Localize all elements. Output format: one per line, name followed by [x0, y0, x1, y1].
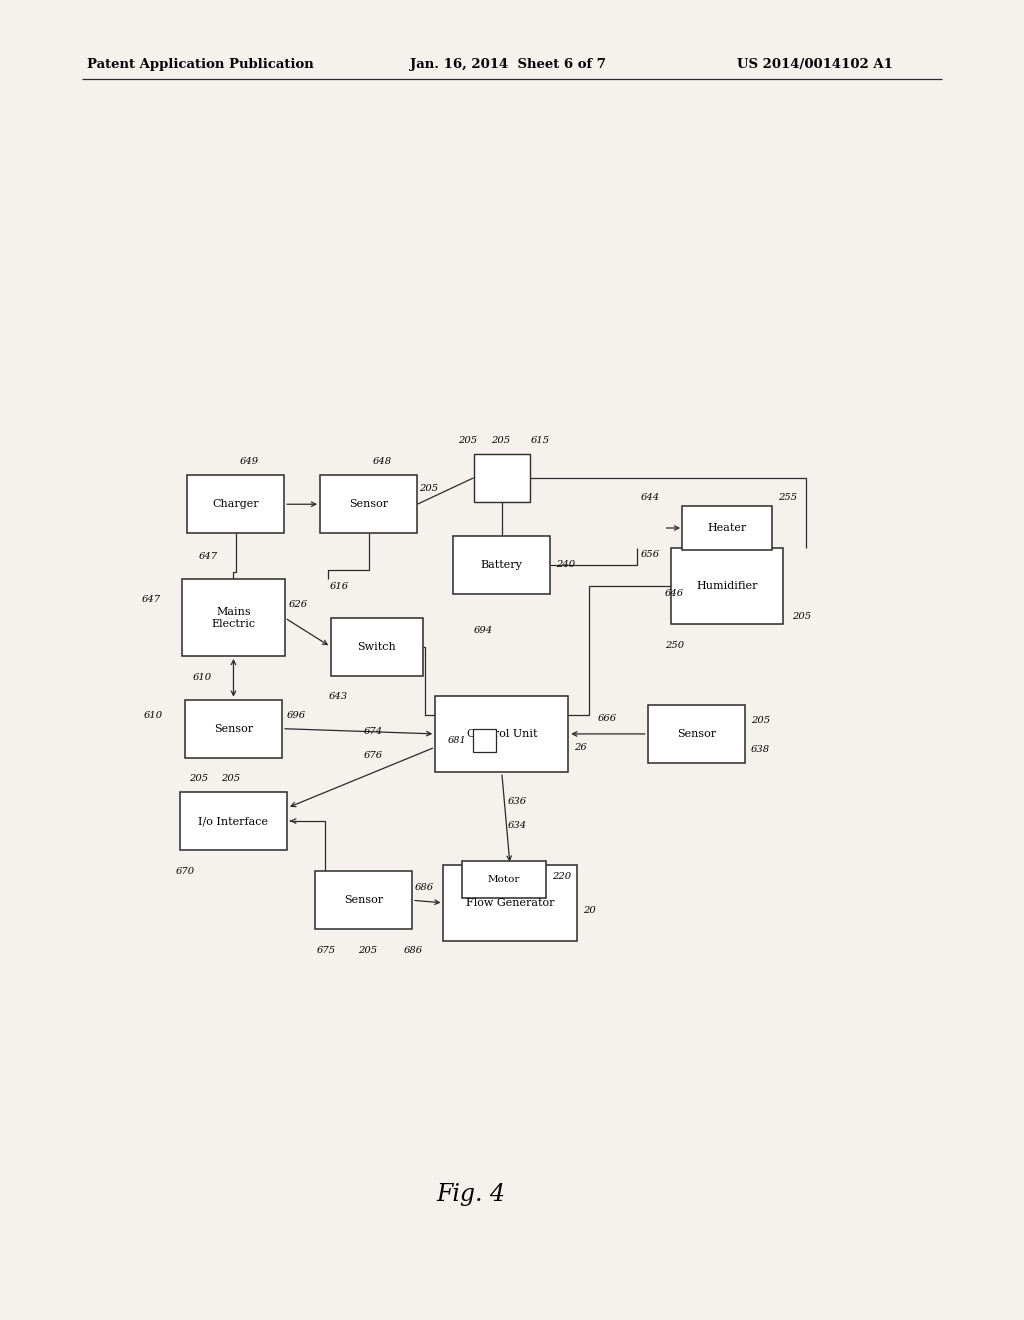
- Text: 205: 205: [792, 612, 811, 620]
- Text: 626: 626: [289, 601, 308, 609]
- Text: 205: 205: [752, 717, 770, 725]
- Text: 694: 694: [474, 627, 494, 635]
- Text: 674: 674: [364, 727, 383, 735]
- Text: 205: 205: [458, 437, 477, 445]
- Text: 676: 676: [364, 751, 383, 759]
- Text: 666: 666: [598, 714, 616, 722]
- Text: 675: 675: [317, 946, 336, 954]
- Text: 646: 646: [665, 590, 684, 598]
- Text: 686: 686: [414, 883, 433, 891]
- Text: 615: 615: [530, 437, 550, 445]
- Text: 681: 681: [449, 737, 467, 744]
- Text: 616: 616: [330, 582, 349, 590]
- Text: 205: 205: [221, 775, 241, 783]
- Text: 255: 255: [778, 494, 798, 502]
- Text: Sensor: Sensor: [214, 723, 253, 734]
- Text: Charger: Charger: [212, 499, 259, 510]
- Bar: [462, 861, 546, 898]
- Text: 205: 205: [492, 437, 511, 445]
- Text: 634: 634: [508, 821, 527, 829]
- Text: Fig. 4: Fig. 4: [436, 1183, 506, 1206]
- Bar: [182, 579, 285, 656]
- Text: Switch: Switch: [357, 642, 396, 652]
- Text: Flow Generator: Flow Generator: [466, 898, 554, 908]
- Bar: [180, 792, 287, 850]
- Text: 220: 220: [552, 873, 571, 880]
- Text: Battery: Battery: [481, 560, 522, 570]
- Text: 638: 638: [752, 746, 770, 754]
- Bar: [184, 700, 282, 758]
- Text: 240: 240: [557, 561, 575, 569]
- Text: 647: 647: [141, 595, 161, 603]
- Text: Jan. 16, 2014  Sheet 6 of 7: Jan. 16, 2014 Sheet 6 of 7: [410, 58, 605, 71]
- Bar: [682, 506, 772, 550]
- Text: Sensor: Sensor: [349, 499, 388, 510]
- Bar: [186, 475, 284, 533]
- Text: US 2014/0014102 A1: US 2014/0014102 A1: [737, 58, 893, 71]
- Text: Heater: Heater: [708, 523, 746, 533]
- Text: 643: 643: [329, 693, 348, 701]
- Text: 696: 696: [287, 711, 305, 719]
- Text: 205: 205: [358, 946, 377, 954]
- Text: 250: 250: [665, 642, 684, 649]
- Text: 205: 205: [188, 775, 208, 783]
- Text: Sensor: Sensor: [344, 895, 383, 906]
- Bar: [648, 705, 745, 763]
- Text: Patent Application Publication: Patent Application Publication: [87, 58, 313, 71]
- Text: Humidifier: Humidifier: [696, 581, 758, 591]
- Text: 636: 636: [508, 797, 527, 805]
- Text: Mains
Electric: Mains Electric: [211, 607, 256, 628]
- Text: 26: 26: [574, 743, 587, 751]
- Bar: [473, 729, 496, 752]
- Text: 644: 644: [641, 494, 660, 502]
- Text: 610: 610: [143, 711, 163, 719]
- Text: I/o Interface: I/o Interface: [199, 816, 268, 826]
- Text: 649: 649: [240, 458, 259, 466]
- Text: 647: 647: [199, 552, 218, 561]
- Text: 656: 656: [641, 550, 659, 558]
- Text: 610: 610: [193, 673, 212, 682]
- Text: Sensor: Sensor: [677, 729, 716, 739]
- Text: 670: 670: [176, 867, 195, 875]
- Bar: [443, 865, 577, 941]
- Bar: [435, 696, 568, 772]
- Bar: [453, 536, 551, 594]
- Bar: [315, 871, 412, 929]
- Text: 205: 205: [420, 484, 438, 492]
- Bar: [671, 548, 783, 624]
- Text: 648: 648: [373, 458, 392, 466]
- Bar: [331, 618, 423, 676]
- Text: 686: 686: [403, 946, 423, 954]
- Bar: [319, 475, 418, 533]
- Bar: [473, 454, 530, 502]
- Text: 20: 20: [583, 907, 595, 915]
- Text: Motor: Motor: [487, 875, 520, 883]
- Text: Control Unit: Control Unit: [467, 729, 537, 739]
